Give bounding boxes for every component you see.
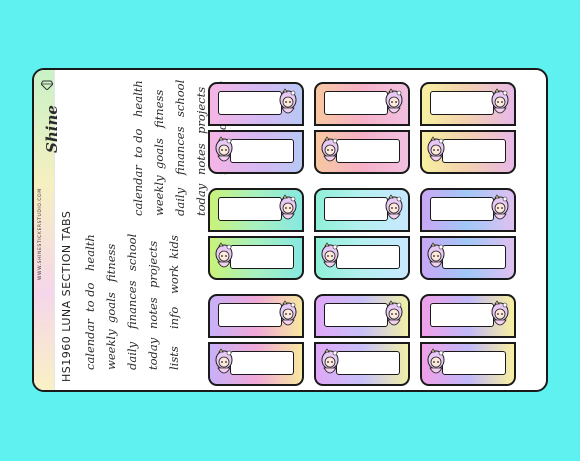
section-tab — [420, 236, 516, 280]
word-label: notes — [146, 297, 160, 329]
word-label: daily — [125, 341, 139, 370]
word-label: finances — [125, 280, 139, 330]
tab-label-box — [218, 303, 282, 327]
word-label: calendar — [131, 165, 145, 216]
luna-character-icon — [491, 88, 509, 118]
section-tab — [420, 188, 516, 232]
tab-label-box — [430, 303, 494, 327]
section-tab — [420, 130, 516, 174]
tab-label-box — [442, 351, 506, 375]
section-tab — [420, 342, 516, 386]
luna-character-icon — [279, 88, 297, 118]
word-label: kids — [167, 234, 181, 259]
section-tab — [208, 188, 304, 232]
tab-label-box — [442, 139, 506, 163]
word-label: today — [146, 337, 160, 370]
section-tab — [314, 342, 410, 386]
word-label: finances — [173, 126, 187, 176]
product-code: HS1960 — [60, 335, 73, 382]
section-tab — [420, 82, 516, 126]
luna-character-icon — [279, 194, 297, 224]
word-label: goals — [152, 138, 166, 170]
word-label: fitness — [104, 243, 118, 283]
word-label: work — [167, 264, 181, 294]
word-label: notes — [194, 143, 208, 175]
word-label: goals — [104, 292, 118, 324]
tab-label-box — [230, 245, 294, 269]
luna-character-icon — [215, 242, 233, 272]
tab-label-box — [324, 91, 388, 115]
luna-character-icon — [279, 300, 297, 330]
section-tab — [208, 294, 304, 338]
word-label: weekly — [104, 329, 118, 370]
luna-character-icon — [427, 348, 445, 378]
word-label: to do — [83, 282, 97, 312]
tab-label-box — [324, 197, 388, 221]
section-tab — [314, 236, 410, 280]
brand-name: Shine — [43, 105, 61, 153]
word-label: to do — [131, 128, 145, 158]
luna-character-icon — [427, 136, 445, 166]
word-label: projects — [146, 240, 160, 288]
section-tab — [420, 294, 516, 338]
product-label: HS1960 LUNA SECTION TABS — [60, 211, 73, 382]
tab-label-box — [430, 197, 494, 221]
word-label: lists — [167, 346, 181, 370]
sticker-sheet: Shine WWW.SHINESTICKERSTUDIO.COM HS1960 … — [32, 68, 548, 392]
luna-character-icon — [385, 300, 403, 330]
section-tab — [208, 236, 304, 280]
tab-label-box — [324, 303, 388, 327]
tab-label-box — [442, 245, 506, 269]
luna-character-icon — [215, 348, 233, 378]
luna-character-icon — [491, 300, 509, 330]
section-tab — [208, 130, 304, 174]
section-tab — [314, 188, 410, 232]
word-label: today — [194, 183, 208, 216]
tab-label-box — [430, 91, 494, 115]
word-label: weekly — [152, 175, 166, 216]
gem-icon — [41, 80, 53, 90]
tab-label-box — [230, 351, 294, 375]
tab-label-box — [336, 351, 400, 375]
tab-label-box — [218, 91, 282, 115]
word-label: school — [173, 79, 187, 117]
word-label: school — [125, 233, 139, 271]
website-text: WWW.SHINESTICKERSTUDIO.COM — [38, 188, 43, 280]
section-tab — [314, 130, 410, 174]
word-label: fitness — [152, 89, 166, 129]
word-label: health — [131, 79, 145, 117]
luna-character-icon — [427, 242, 445, 272]
tab-label-box — [336, 245, 400, 269]
word-label: info — [167, 306, 181, 329]
word-label: daily — [173, 187, 187, 216]
luna-character-icon — [385, 194, 403, 224]
tab-label-box — [218, 197, 282, 221]
brand-logo: Shine — [39, 76, 61, 154]
section-tab — [208, 342, 304, 386]
section-tab — [314, 82, 410, 126]
luna-character-icon — [215, 136, 233, 166]
word-label: health — [83, 233, 97, 271]
product-title: LUNA SECTION TABS — [60, 210, 73, 332]
luna-character-icon — [491, 194, 509, 224]
word-label: calendar — [83, 319, 97, 370]
luna-character-icon — [385, 88, 403, 118]
section-tab — [314, 294, 410, 338]
word-label: projects — [194, 86, 208, 134]
luna-character-icon — [321, 136, 339, 166]
tab-label-box — [336, 139, 400, 163]
section-tab — [208, 82, 304, 126]
side-strip — [34, 70, 55, 390]
luna-character-icon — [321, 348, 339, 378]
tab-label-box — [230, 139, 294, 163]
luna-character-icon — [321, 242, 339, 272]
